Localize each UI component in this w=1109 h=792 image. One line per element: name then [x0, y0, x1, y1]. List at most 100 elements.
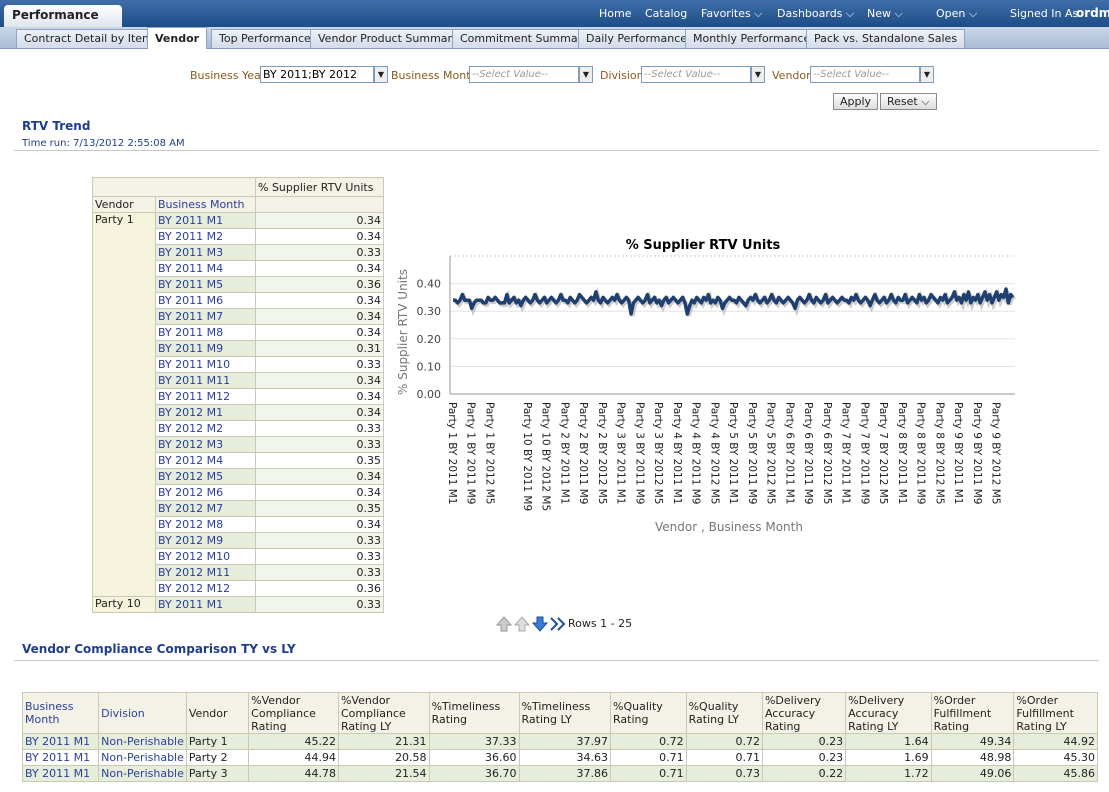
- button[interactable]: Apply: [833, 93, 879, 110]
- y-tick-label: 0.40: [417, 278, 442, 291]
- table-row: BY 2012 M12 0.36: [93, 580, 384, 597]
- table-row: BY 2011 M8 0.34: [93, 324, 384, 341]
- line: [453, 287, 1015, 316]
- button[interactable]: Reset ⌵: [880, 93, 937, 110]
- dropdown-button[interactable]: ▼: [579, 66, 593, 83]
- filter-label: Vendor: [772, 69, 811, 82]
- x-tick-label: Party 6 BY 2012 M5: [821, 402, 833, 504]
- table-cell[interactable]: Non-Perishable: [98, 733, 187, 750]
- header-cell: Vendor: [92, 196, 156, 213]
- table-row: BY 2012 M8 0.34: [93, 516, 384, 533]
- month-cell[interactable]: BY 2011 M9: [155, 340, 256, 357]
- table-cell: Party 2: [185, 749, 250, 766]
- tab[interactable]: Pack vs. Standalone Sales: [806, 29, 966, 48]
- table-cell: 1.72: [845, 765, 932, 782]
- table-cell: 36.70: [428, 765, 520, 782]
- nav-link[interactable]: New ⌵: [867, 7, 903, 20]
- x-tick-label: Party 2 BY 2011 M1: [558, 402, 570, 504]
- table-cell: 0.23: [761, 733, 847, 750]
- tab[interactable]: Daily Performance: [578, 29, 696, 48]
- table-row: BY 2011 M6 0.34: [93, 292, 384, 309]
- nav-link[interactable]: Catalog: [645, 7, 688, 20]
- filter-input[interactable]: --Select Value--: [469, 66, 579, 83]
- month-cell[interactable]: BY 2012 M12: [155, 580, 256, 597]
- table-cell: 1.69: [845, 749, 932, 766]
- tab[interactable]: Monthly Performance: [685, 29, 819, 48]
- x-tick-label: Party 8 BY 2012 M5: [933, 402, 945, 504]
- filter-input[interactable]: --Select Value--: [641, 66, 751, 83]
- month-cell[interactable]: BY 2011 M6: [155, 292, 256, 309]
- month-cell[interactable]: BY 2012 M4: [155, 452, 256, 469]
- month-cell[interactable]: BY 2012 M9: [155, 532, 256, 549]
- table-cell: 48.98: [930, 749, 1015, 766]
- month-cell[interactable]: BY 2012 M7: [155, 500, 256, 517]
- x-tick-label: Party 2 BY 2012 M5: [596, 402, 608, 504]
- month-cell[interactable]: BY 2011 M5: [155, 276, 256, 293]
- table-cell: 37.97: [518, 733, 612, 750]
- header-cell: %Delivery Accuracy Rating: [761, 692, 847, 734]
- value-cell: 0.34: [255, 260, 384, 277]
- tab[interactable]: Contract Detail by Item: [16, 29, 161, 48]
- month-cell[interactable]: BY 2011 M4: [155, 260, 256, 277]
- header-cell: Vendor: [185, 692, 250, 734]
- pager-icons[interactable]: [495, 616, 566, 635]
- y-axis-label: % Supplier RTV Units: [396, 269, 410, 395]
- value-cell: 0.34: [255, 468, 384, 485]
- table-cell: 1.64: [845, 733, 932, 750]
- table-row: BY 2011 M10 0.33: [93, 356, 384, 373]
- table-cell[interactable]: BY 2011 M1: [21, 765, 100, 782]
- table-cell: 20.58: [337, 749, 430, 766]
- nav-link[interactable]: Favorites ⌵: [701, 7, 763, 20]
- header-cell[interactable]: Division: [98, 692, 187, 734]
- month-cell[interactable]: BY 2011 M12: [155, 388, 256, 405]
- tab[interactable]: Vendor Product Summary: [310, 29, 467, 48]
- user-name[interactable]: ordm: [1076, 6, 1109, 20]
- vendor-cell: Party 10: [92, 596, 156, 613]
- table-cell: 0.71: [610, 765, 687, 782]
- month-cell[interactable]: BY 2012 M1: [155, 404, 256, 421]
- table-cell[interactable]: Non-Perishable: [98, 749, 187, 766]
- month-cell[interactable]: BY 2012 M6: [155, 484, 256, 501]
- x-tick-label: Party 1 BY 2011 M9: [465, 402, 477, 504]
- header-cell: %Timeliness Rating LY: [518, 692, 612, 734]
- month-cell[interactable]: BY 2011 M1: [155, 596, 256, 613]
- signed-in-label: Signed In As: [1010, 7, 1079, 20]
- month-cell[interactable]: BY 2011 M7: [155, 308, 256, 325]
- filter-input[interactable]: BY 2011;BY 2012: [260, 66, 374, 83]
- month-cell[interactable]: BY 2011 M11: [155, 372, 256, 389]
- month-cell[interactable]: BY 2012 M5: [155, 468, 256, 485]
- table-row: BY 2012 M5 0.34: [93, 468, 384, 485]
- month-cell[interactable]: BY 2011 M8: [155, 324, 256, 341]
- x-tick-label: Party 7 BY 2011 M1: [840, 402, 852, 504]
- dropdown-button[interactable]: ▼: [374, 66, 388, 83]
- table-cell: 44.78: [248, 765, 339, 782]
- table-cell: 0.23: [761, 749, 847, 766]
- month-cell[interactable]: BY 2011 M3: [155, 244, 256, 261]
- table-cell[interactable]: BY 2011 M1: [21, 733, 100, 750]
- month-cell[interactable]: BY 2012 M3: [155, 436, 256, 453]
- month-cell[interactable]: BY 2012 M8: [155, 516, 256, 533]
- value-cell: 0.33: [255, 436, 384, 453]
- nav-link[interactable]: Dashboards ⌵: [777, 7, 855, 20]
- header-cell[interactable]: Business Month: [21, 692, 100, 734]
- table-cell[interactable]: Non-Perishable: [98, 765, 187, 782]
- table-cell[interactable]: BY 2011 M1: [21, 749, 100, 766]
- tab[interactable]: Commitment Summary: [452, 29, 597, 48]
- dropdown-button[interactable]: ▼: [920, 66, 934, 83]
- dropdown-button[interactable]: ▼: [751, 66, 765, 83]
- month-cell[interactable]: BY 2012 M11: [155, 564, 256, 581]
- month-cell[interactable]: BY 2012 M2: [155, 420, 256, 437]
- tab[interactable]: Vendor: [147, 27, 208, 49]
- pager-arrows[interactable]: [495, 616, 566, 632]
- header-cell: % Supplier RTV Units: [255, 177, 384, 197]
- x-tick-label: Party 10 BY 2011 M9: [521, 402, 533, 511]
- table-row: Party 1 BY 2011 M1 0.34: [92, 212, 384, 597]
- value-cell: 0.34: [255, 388, 384, 405]
- nav-link[interactable]: Home: [599, 7, 632, 20]
- tab[interactable]: Top Performance: [211, 29, 319, 48]
- month-cell[interactable]: BY 2011 M2: [155, 228, 256, 245]
- nav-link[interactable]: Open ⌵: [936, 7, 978, 20]
- value-cell: 0.34: [255, 212, 384, 229]
- table-cell: 34.63: [518, 749, 612, 766]
- filter-input[interactable]: --Select Value--: [810, 66, 920, 83]
